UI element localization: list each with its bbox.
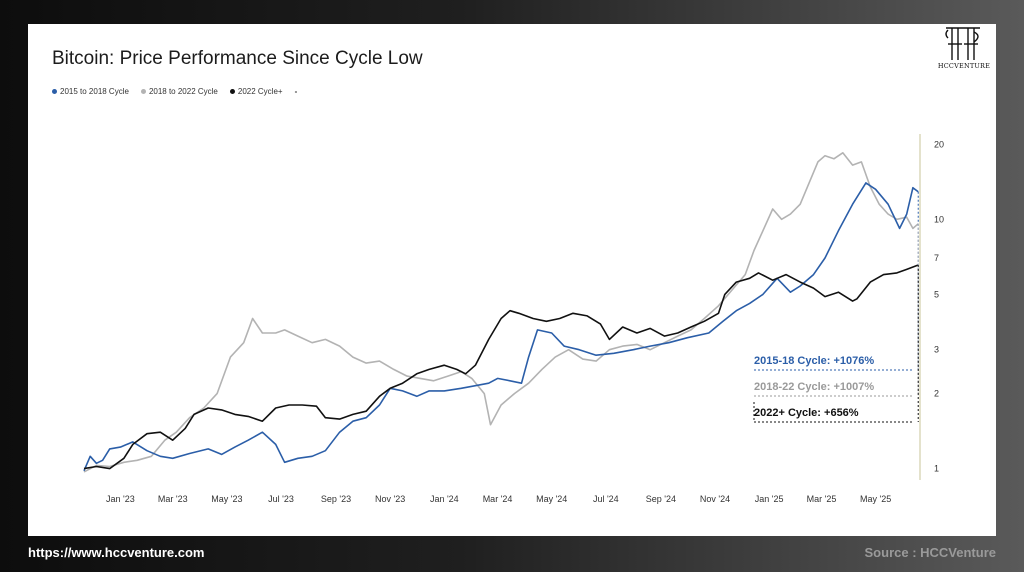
x-tick-label: Jan '24	[430, 494, 459, 504]
x-tick-label: Jan '25	[755, 494, 784, 504]
x-tick-label: Mar '23	[158, 494, 188, 504]
x-tick-label: May '25	[860, 494, 891, 504]
legend-label: 2015 to 2018 Cycle	[60, 87, 129, 96]
x-tick-label: Jan '23	[106, 494, 135, 504]
x-tick-label: Sep '23	[321, 494, 351, 504]
legend-dot-icon	[140, 89, 146, 94]
footer-url[interactable]: https://www.hccventure.com	[28, 545, 205, 560]
legend-label: 2022 Cycle+	[237, 87, 283, 96]
chart-legend: 2015 to 2018 Cycle 2018 to 2022 Cycle 20…	[52, 87, 297, 96]
legend-item-2022[interactable]: 2022 Cycle+	[229, 87, 283, 96]
legend-item-2015-2018[interactable]: 2015 to 2018 Cycle	[52, 87, 129, 96]
legend-item-extra[interactable]: -	[295, 87, 298, 96]
x-axis: Jan '23 Mar '23 May '23 Jul '23 Sep '23 Nov '…	[106, 494, 891, 504]
y-tick-label: 10	[934, 214, 944, 224]
x-tick-label: Nov '23	[375, 494, 405, 504]
chart-svg: Jan '23 Mar '23 May '23 Jul '23 Sep '23 Nov '…	[83, 134, 944, 504]
x-tick-label: Jul '24	[593, 494, 619, 504]
logo-wordmark: HCCVENTURE	[937, 62, 991, 70]
x-tick-label: May '24	[536, 494, 567, 504]
x-tick-label: Sep '24	[646, 494, 676, 504]
legend-dot-icon	[229, 89, 235, 94]
footer-source: Source : HCCVenture	[864, 545, 996, 560]
annotation-label: 2022+ Cycle: +656%	[754, 407, 859, 419]
annotation-layer: 2015-18 Cycle: +1076% 2018-22 Cycle: +100…	[753, 191, 919, 423]
x-tick-label: Mar '25	[807, 494, 837, 504]
series-line-1	[83, 152, 919, 473]
series-layer	[83, 152, 919, 473]
x-tick-label: May '23	[211, 494, 242, 504]
x-tick-label: Jul '23	[268, 494, 294, 504]
annotation-label: 2015-18 Cycle: +1076%	[754, 355, 874, 367]
y-tick-label: 5	[934, 289, 939, 299]
hh-monogram-icon: HCCVENTURE	[934, 26, 994, 72]
chart-card: Bitcoin: Price Performance Since Cycle L…	[28, 24, 996, 536]
y-tick-label: 1	[934, 464, 939, 474]
x-tick-label: Nov '24	[700, 494, 730, 504]
logo-mark	[945, 27, 980, 60]
y-tick-label: 7	[934, 253, 939, 263]
legend-dot-icon	[52, 89, 57, 94]
legend-label: 2018 to 2022 Cycle	[148, 87, 218, 96]
chart-title: Bitcoin: Price Performance Since Cycle L…	[52, 48, 423, 69]
x-tick-label: Mar '24	[483, 494, 513, 504]
legend-item-2018-2022[interactable]: 2018 to 2022 Cycle	[140, 87, 218, 96]
legend-extra-label: -	[294, 87, 298, 96]
y-tick-label: 20	[934, 139, 944, 149]
y-tick-label: 2	[934, 389, 939, 399]
y-tick-label: 3	[934, 345, 939, 355]
annotation-label: 2018-22 Cycle: +1007%	[754, 381, 874, 393]
y-axis: 1 2 3 5 7 10 20	[934, 139, 944, 473]
series-line-0	[83, 182, 919, 472]
series-line-2	[83, 264, 919, 470]
